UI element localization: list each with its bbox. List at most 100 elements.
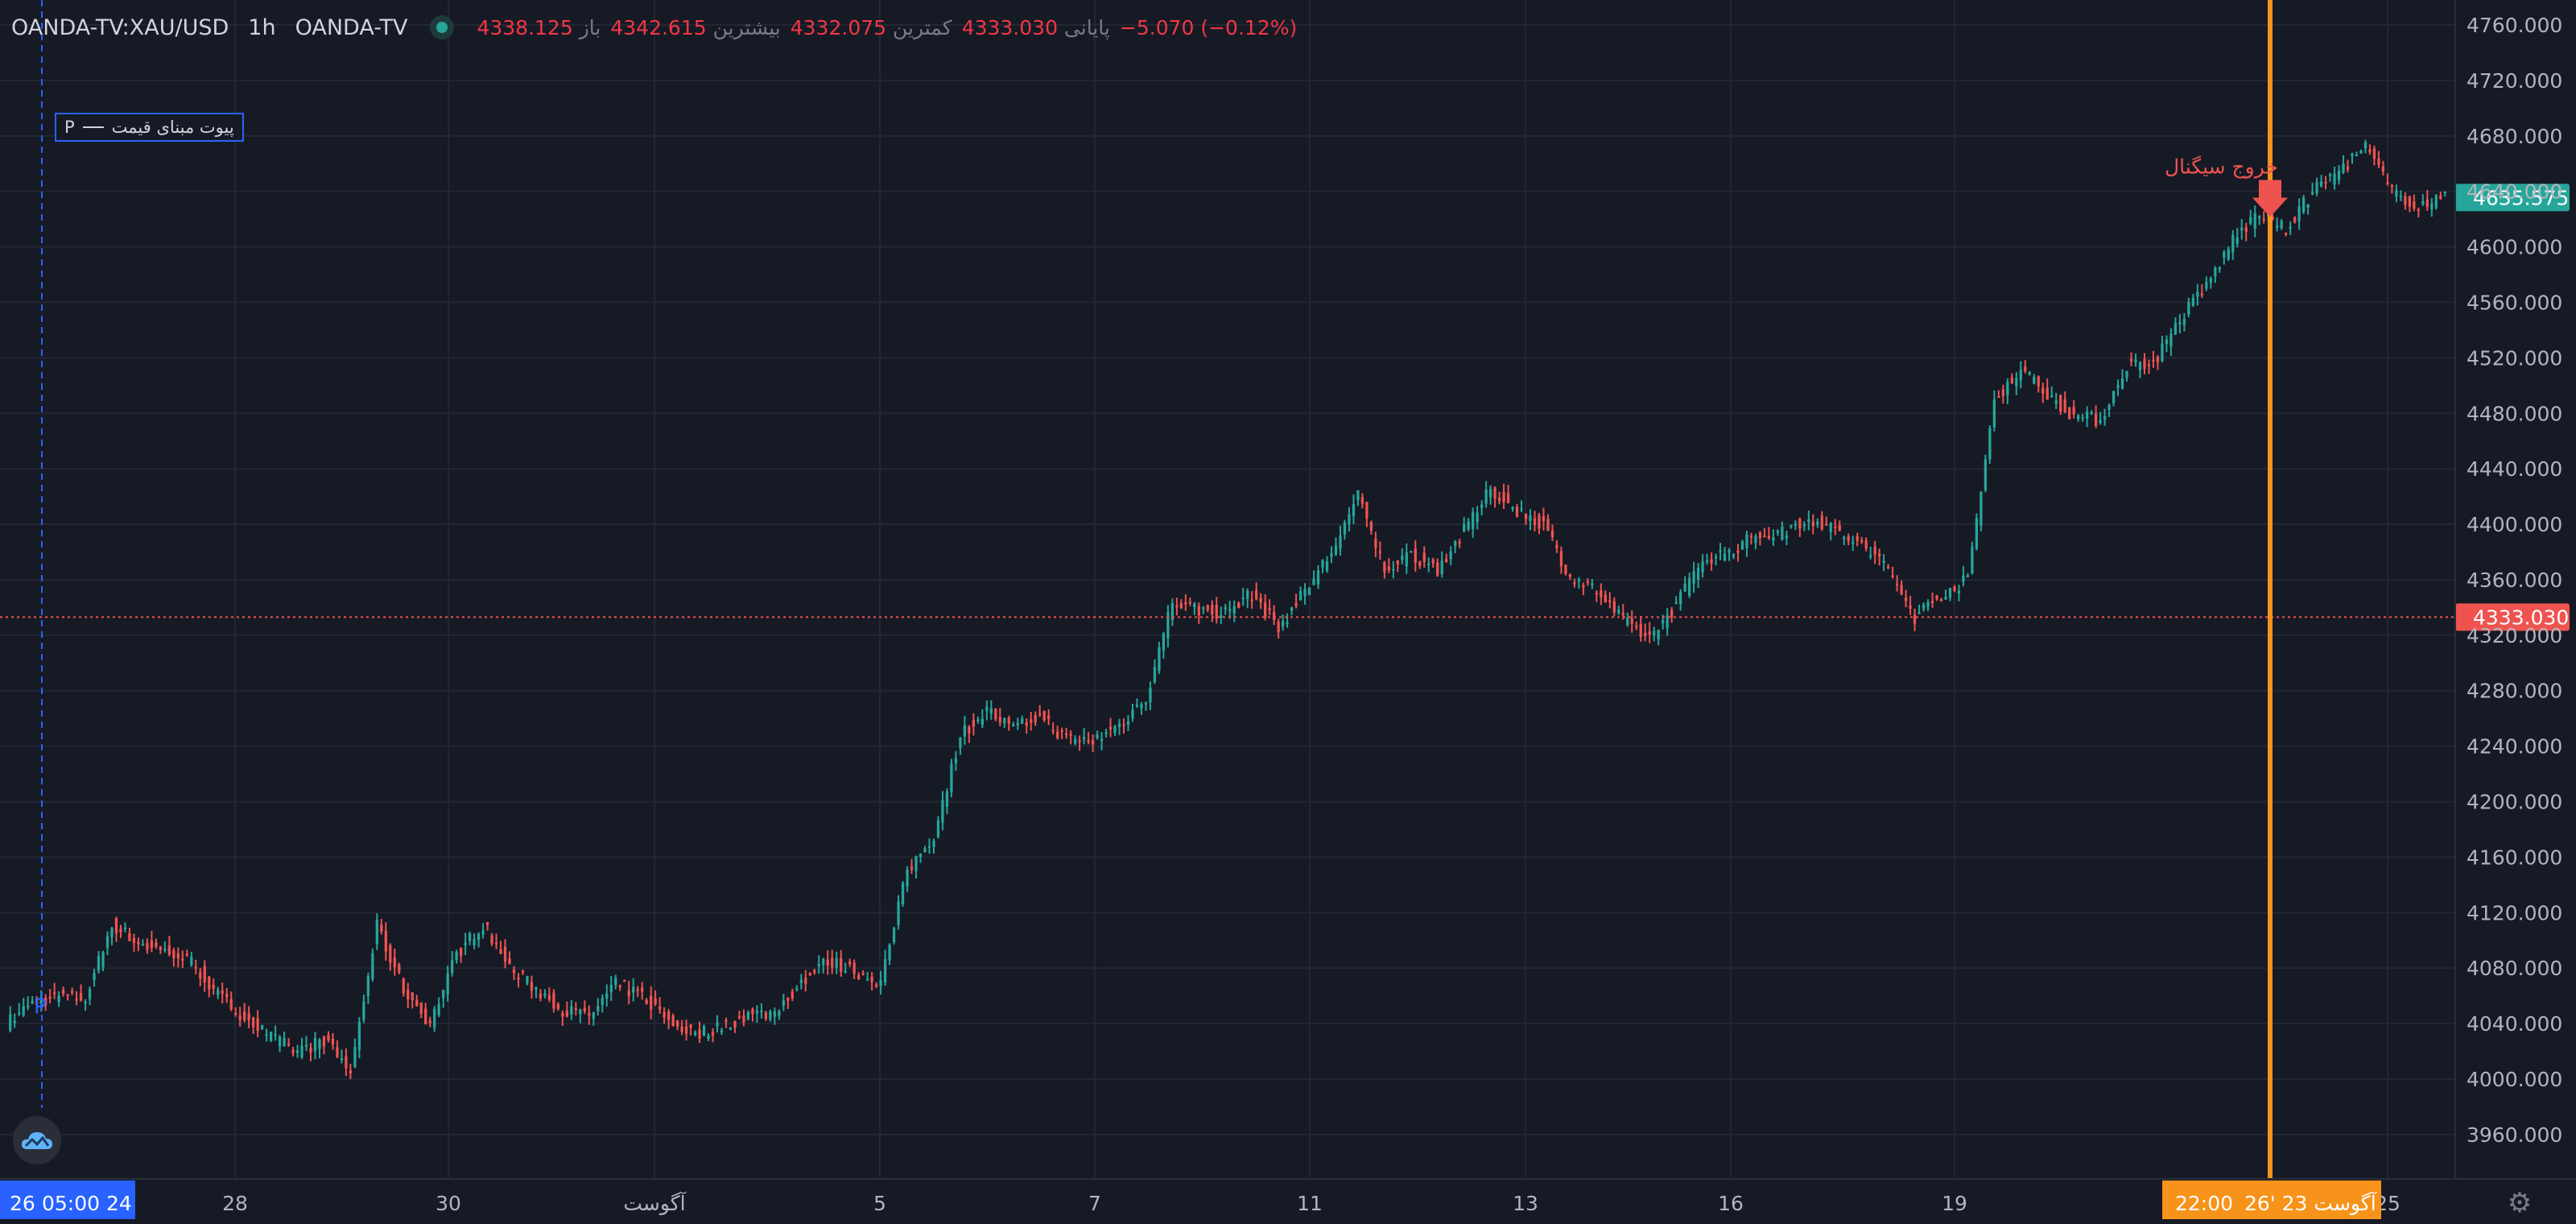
candle-body: [906, 869, 909, 887]
candle-body: [304, 1044, 308, 1047]
candle-body: [1829, 523, 1832, 532]
candle-body: [407, 989, 410, 999]
candle-body: [2301, 197, 2306, 213]
candle-body: [2223, 251, 2226, 258]
candle-body: [309, 1047, 312, 1052]
candle-body: [128, 932, 131, 941]
candle-body: [1776, 531, 1780, 533]
signal-arrow-icon: [2252, 180, 2288, 217]
indicator-legend[interactable]: P پیوت مبنای قیمت: [55, 113, 244, 142]
candle-body: [2434, 195, 2438, 209]
y-tick-label: 4760.000: [2467, 14, 2562, 37]
candle-body: [1666, 614, 1669, 628]
candle-body: [769, 1011, 772, 1020]
candle-body: [588, 1013, 591, 1016]
candle-body: [2333, 173, 2336, 185]
candle-body: [1312, 578, 1315, 585]
candle-body: [1294, 602, 1298, 606]
candle-body: [1034, 715, 1037, 723]
candle-body: [583, 1007, 586, 1011]
candle-body: [570, 1006, 573, 1015]
candle-body: [1298, 590, 1302, 601]
candle-body: [521, 970, 525, 973]
candlestick-series: [9, 139, 2446, 1080]
candle-body: [203, 966, 206, 982]
candle-body: [1259, 598, 1262, 603]
candle-body: [658, 1006, 662, 1010]
candle-body: [2390, 185, 2394, 188]
candle-body: [552, 992, 555, 1009]
candle-body: [1016, 722, 1019, 726]
candle-body: [1135, 705, 1139, 707]
candle-body: [1772, 537, 1775, 541]
gear-icon[interactable]: ⚙: [2507, 1187, 2533, 1219]
candle-body: [808, 972, 811, 975]
y-tick-label: 3960.000: [2467, 1123, 2562, 1147]
candle-body: [318, 1039, 321, 1049]
y-tick-label: 4040.000: [2467, 1012, 2562, 1036]
candle-body: [512, 969, 516, 973]
candle-body: [641, 987, 644, 992]
candle-body: [2129, 358, 2133, 362]
candle-body: [375, 920, 378, 945]
candle-body: [1683, 583, 1686, 592]
candle-body: [1021, 718, 1024, 724]
candle-body: [2355, 155, 2359, 157]
candle-body: [508, 958, 511, 965]
candle-body: [1816, 522, 1819, 525]
candle-body: [340, 1058, 344, 1061]
candle-body: [2182, 319, 2186, 325]
ohlc-high: بیشترین 4342.615: [610, 16, 780, 39]
candle-body: [1502, 491, 1505, 502]
candle-body: [1166, 612, 1170, 639]
candle-body: [313, 1038, 317, 1052]
candle-body: [1458, 541, 1461, 544]
candle-body: [1153, 667, 1157, 682]
candle-body: [433, 1008, 436, 1028]
candle-body: [494, 942, 498, 945]
candle-body: [2359, 150, 2363, 154]
x-tick-label: 16: [1718, 1192, 1744, 1215]
candle-body: [1895, 583, 1899, 585]
candle-body: [159, 946, 163, 950]
candle-body: [442, 990, 445, 999]
timeframe-label[interactable]: 1h: [248, 14, 276, 40]
candle-body: [1802, 524, 1806, 527]
candle-body: [150, 940, 154, 949]
candle-body: [1365, 502, 1368, 519]
candle-body: [954, 758, 958, 763]
candle-body: [822, 958, 825, 966]
candle-body: [225, 994, 229, 998]
last-price-label: 4635.575: [2473, 186, 2569, 209]
symbol-label[interactable]: OANDA-TV:XAU/USD: [11, 14, 229, 40]
candle-body: [2046, 387, 2049, 400]
candle-body: [402, 978, 405, 994]
candle-body: [84, 1001, 87, 1003]
candle-body: [362, 1001, 365, 1021]
candle-body: [1687, 578, 1691, 596]
candle-body: [517, 978, 520, 980]
candle-body: [1087, 739, 1090, 742]
candle-body: [684, 1026, 688, 1034]
candle-body: [2165, 339, 2169, 344]
candle-body: [844, 970, 847, 973]
candle-body: [468, 933, 472, 941]
candle-body: [105, 936, 109, 949]
candle-body: [1904, 598, 1908, 602]
candle-body: [1290, 607, 1294, 611]
candle-body: [2363, 142, 2368, 149]
candle-body: [1488, 489, 1492, 498]
candle-body: [2041, 387, 2045, 395]
candle-body: [490, 935, 493, 944]
candle-body: [1188, 602, 1191, 604]
candle-body: [1811, 521, 1814, 527]
candle-body: [389, 945, 392, 963]
candle-body: [1042, 711, 1046, 721]
candle-body: [190, 957, 193, 966]
candle-body: [1484, 490, 1488, 504]
candle-body: [1476, 512, 1479, 523]
cloud-icon[interactable]: [13, 1116, 61, 1164]
candle-body: [1360, 497, 1364, 504]
candle-body: [349, 1070, 353, 1074]
